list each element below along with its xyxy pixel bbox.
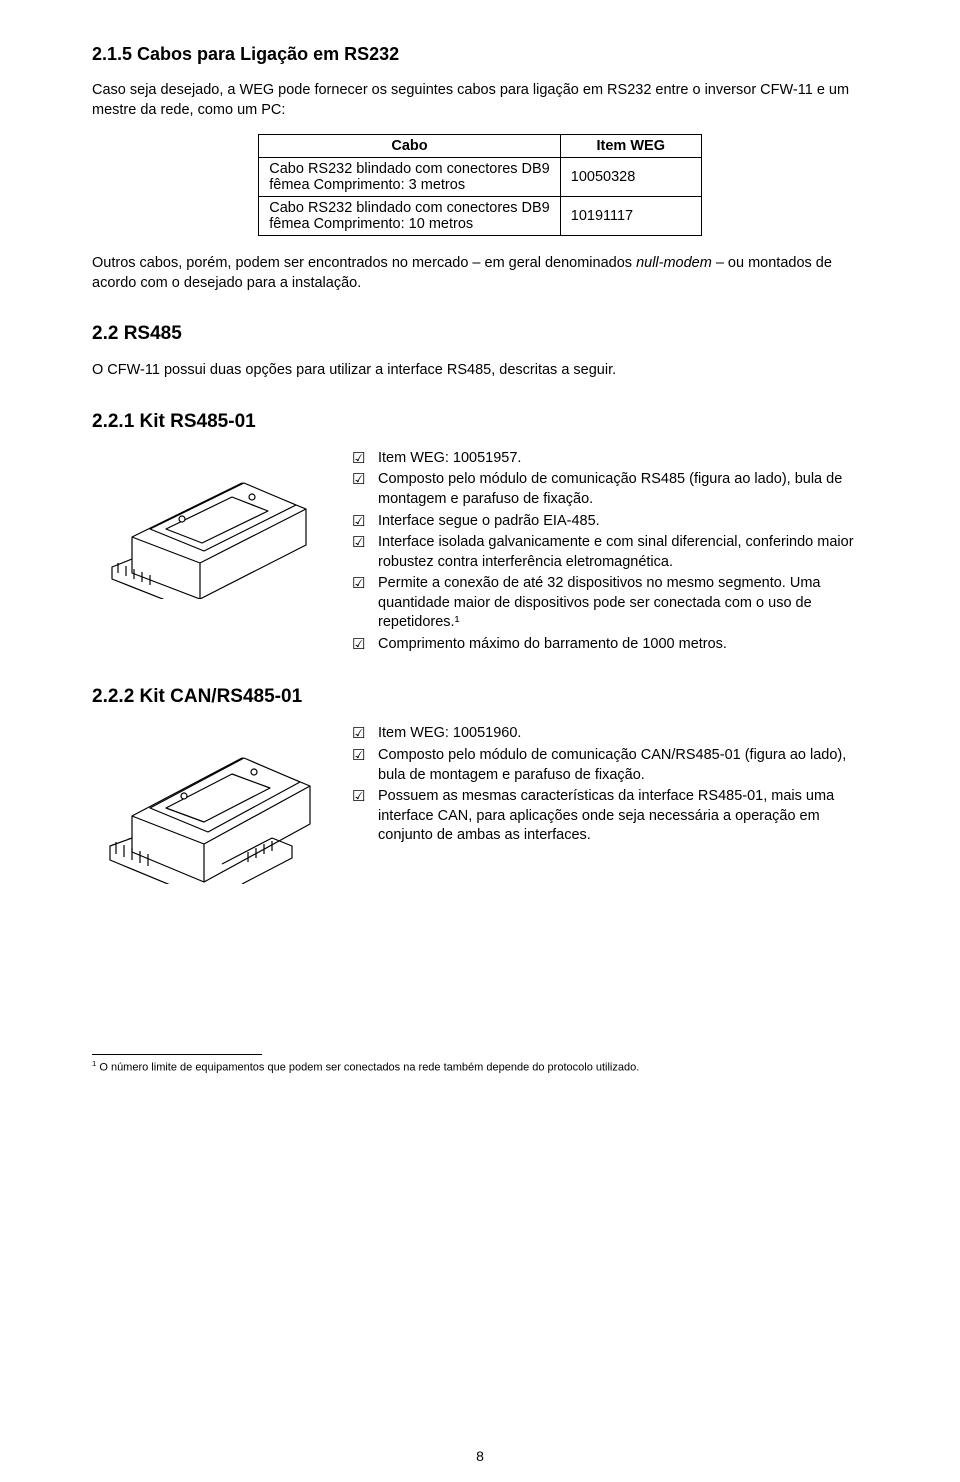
footnote: 1 O número limite de equipamentos que po… [92,1059,868,1074]
list-item: Interface isolada galvanicamente e com s… [352,533,868,572]
cell-cabo-line1: Cabo RS232 blindado com conectores DB9 [269,200,550,216]
list-item: Item WEG: 10051960. [352,724,868,744]
th-cabo: Cabo [259,135,561,158]
kit-rs485-row: Item WEG: 10051957. Composto pelo módulo… [92,449,868,657]
module-svg [92,449,324,599]
cell-item: 10191117 [560,197,701,236]
list-item: Possuem as mesmas características da int… [352,787,868,846]
list-item: Composto pelo módulo de comunicação CAN/… [352,746,868,785]
vertical-spacer [92,884,868,1054]
outro-215: Outros cabos, porém, podem ser encontrad… [92,254,868,293]
heading-221: 2.2.1 Kit RS485-01 [92,411,868,433]
bullet-list-221: Item WEG: 10051957. Composto pelo módulo… [352,449,868,655]
table-row: Cabo RS232 blindado com conectores DB9 f… [259,197,702,236]
kit-rs485-text: Item WEG: 10051957. Composto pelo módulo… [352,449,868,657]
page-number: 8 [0,1448,960,1464]
table-row: Cabo RS232 blindado com conectores DB9 f… [259,158,702,197]
heading-22: 2.2 RS485 [92,323,868,345]
list-item: Interface segue o padrão EIA-485. [352,512,868,532]
intro-215: Caso seja desejado, a WEG pode fornecer … [92,81,868,120]
cell-cabo-line1: Cabo RS232 blindado com conectores DB9 [269,161,550,177]
kit-can-rs485-text: Item WEG: 10051960. Composto pelo módulo… [352,724,868,847]
footnote-rule [92,1054,262,1055]
list-item: Composto pelo módulo de comunicação RS48… [352,470,868,509]
th-item-weg: Item WEG [560,135,701,158]
bullet-list-222: Item WEG: 10051960. Composto pelo módulo… [352,724,868,845]
intro-22: O CFW-11 possui duas opções para utiliza… [92,361,868,381]
cell-cabo: Cabo RS232 blindado com conectores DB9 f… [259,197,561,236]
document-page: 2.1.5 Cabos para Ligação em RS232 Caso s… [0,0,960,1482]
kit-can-rs485-row: Item WEG: 10051960. Composto pelo módulo… [92,724,868,884]
list-item: Item WEG: 10051957. [352,449,868,469]
heading-215: 2.1.5 Cabos para Ligação em RS232 [92,44,868,65]
footnote-text: O número limite de equipamentos que pode… [96,1062,639,1074]
cell-cabo-line2: fêmea Comprimento: 3 metros [269,177,465,193]
cable-table: Cabo Item WEG Cabo RS232 blindado com co… [258,134,702,236]
module-illustration-rs485 [92,449,324,599]
module-illustration-can-rs485 [92,724,324,884]
outro-a: Outros cabos, porém, podem ser encontrad… [92,255,636,271]
module-svg [92,724,324,884]
list-item: Permite a conexão de até 32 dispositivos… [352,574,868,633]
outro-italic: null-modem [636,255,712,271]
cell-item: 10050328 [560,158,701,197]
list-item: Comprimento máximo do barramento de 1000… [352,635,868,655]
heading-222: 2.2.2 Kit CAN/RS485-01 [92,686,868,708]
cell-cabo-line2: fêmea Comprimento: 10 metros [269,216,473,232]
cell-cabo: Cabo RS232 blindado com conectores DB9 f… [259,158,561,197]
